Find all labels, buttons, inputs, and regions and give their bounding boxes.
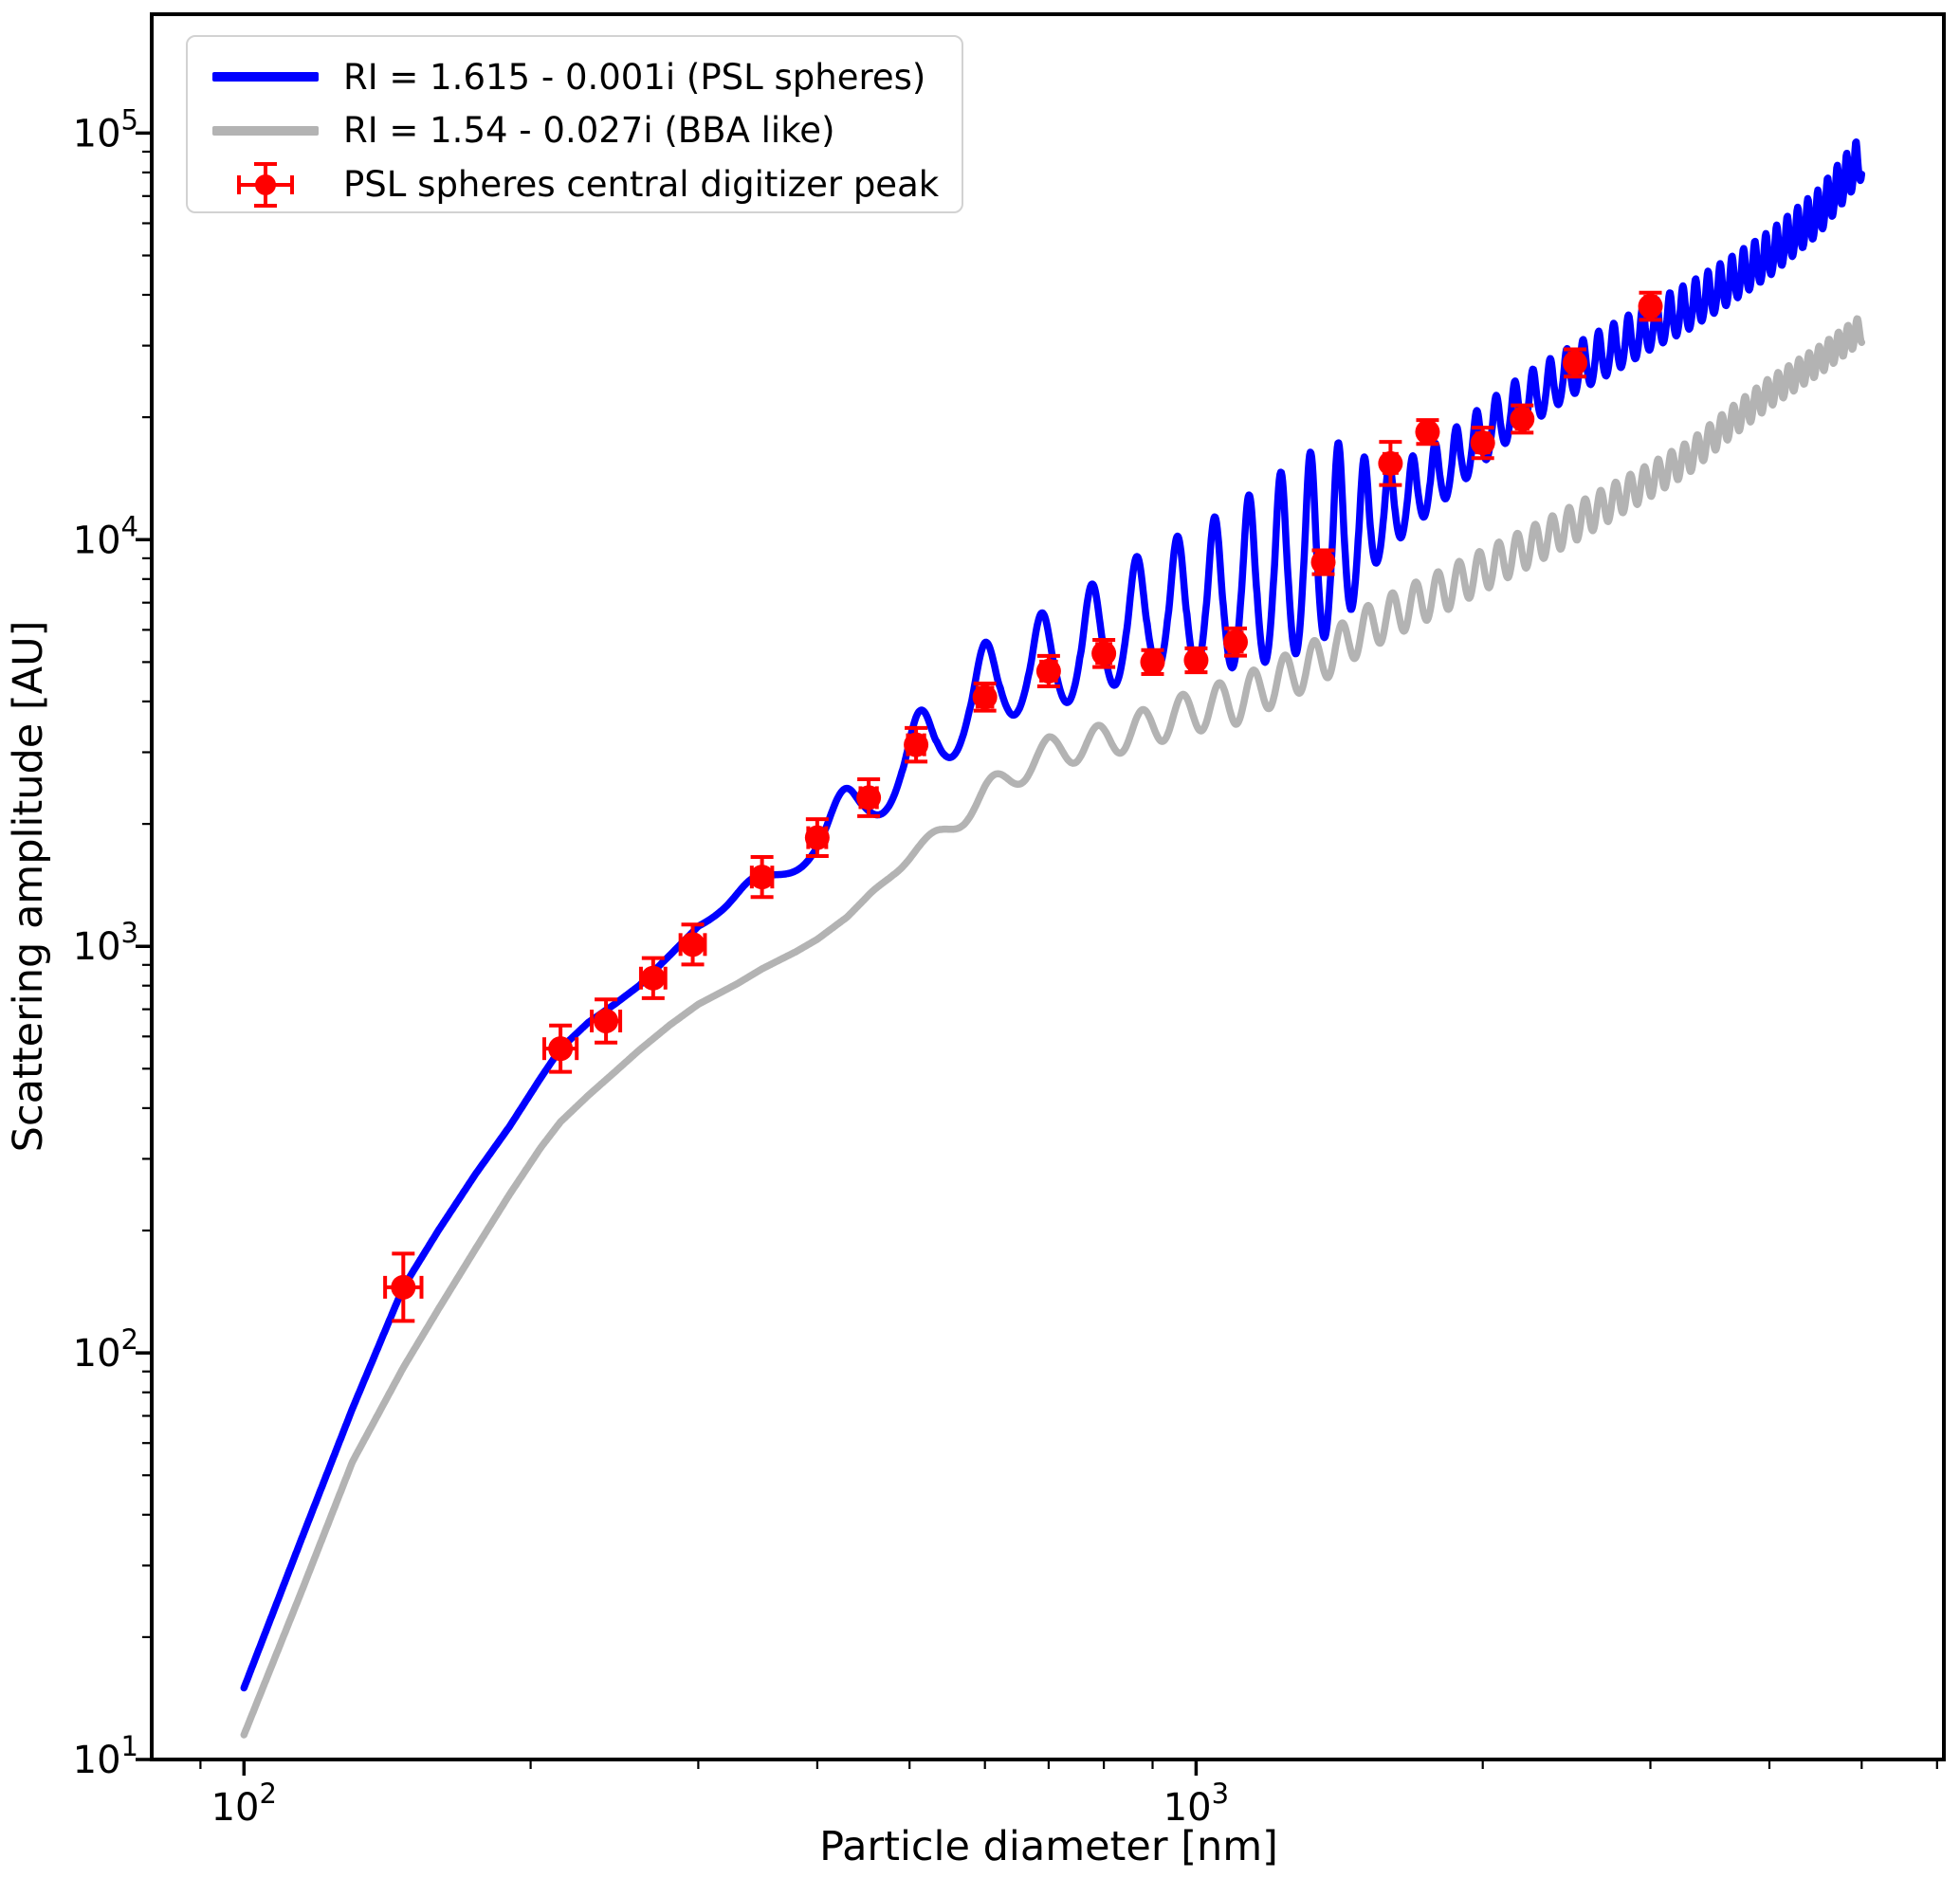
y-tick-label: 105 <box>73 103 138 155</box>
curves <box>240 137 1866 1739</box>
point-marker <box>391 1274 416 1300</box>
data-point <box>1415 418 1440 447</box>
data-point <box>904 725 929 764</box>
point-marker <box>1470 430 1495 456</box>
axis-ticks: 102 103 101 102 103 104 105 <box>73 103 1938 1830</box>
legend-label: PSL spheres central digitizer peak <box>343 164 940 206</box>
data-point <box>1378 440 1403 487</box>
data-point <box>383 1251 424 1323</box>
point-marker <box>1415 419 1440 445</box>
x-tick-label: 103 <box>1163 1778 1229 1830</box>
y-tick-label: 102 <box>73 1323 138 1376</box>
errorbar-points <box>383 290 1663 1323</box>
point-marker <box>1091 641 1117 666</box>
point-marker <box>1222 629 1248 655</box>
point-marker <box>1310 550 1336 575</box>
data-point <box>1563 347 1588 379</box>
point-marker <box>1140 649 1165 675</box>
data-point <box>638 956 668 1000</box>
axes-frame <box>150 12 1946 1761</box>
y-tick-label: 101 <box>73 1730 138 1782</box>
legend-label: RI = 1.615 - 0.001i (PSL spheres) <box>343 56 926 98</box>
y-axis-label: Scattering amplitude [AU] <box>5 621 52 1153</box>
data-point <box>1470 426 1495 461</box>
point-marker <box>640 965 666 991</box>
data-point <box>542 1023 579 1074</box>
data-point <box>1310 548 1336 576</box>
point-marker <box>1510 407 1535 432</box>
point-marker <box>1035 658 1061 684</box>
data-point <box>590 997 623 1045</box>
data-point <box>856 776 882 818</box>
data-point <box>1140 647 1165 676</box>
errorbar-marker-icon <box>212 158 319 211</box>
point-marker <box>1563 350 1588 375</box>
point-marker <box>594 1008 619 1033</box>
data-point <box>804 817 830 859</box>
data-point <box>1638 290 1663 322</box>
data-point <box>1183 646 1209 675</box>
data-point <box>1510 403 1535 435</box>
legend-item-bba-curve: RI = 1.54 - 0.027i (BBA like) <box>212 104 962 156</box>
bba-curve <box>240 315 1866 1739</box>
point-marker <box>680 932 705 957</box>
blue-line-swatch-icon <box>212 72 319 82</box>
y-tick-label: 103 <box>73 917 138 969</box>
point-marker <box>856 785 882 811</box>
legend-item-psl-curve: RI = 1.615 - 0.001i (PSL spheres) <box>212 51 962 103</box>
point-marker <box>1638 294 1663 319</box>
legend-label: RI = 1.54 - 0.027i (BBA like) <box>343 110 835 152</box>
y-tick-label: 104 <box>73 510 138 562</box>
x-tick-label: 102 <box>211 1778 277 1830</box>
gray-line-swatch-icon <box>212 125 319 136</box>
point-marker <box>1378 450 1403 476</box>
data-point <box>1091 637 1117 669</box>
point-marker <box>749 865 775 890</box>
data-point <box>749 855 775 900</box>
data-point <box>972 682 998 713</box>
x-axis-label: Particle diameter [nm] <box>819 1823 1278 1870</box>
point-marker <box>972 684 998 710</box>
psl-curve <box>240 137 1866 1692</box>
point-marker <box>804 825 830 850</box>
data-point <box>1035 653 1061 688</box>
legend: RI = 1.615 - 0.001i (PSL spheres) RI = 1… <box>186 35 963 213</box>
point-marker <box>1183 647 1209 673</box>
point-marker <box>548 1036 574 1062</box>
point-marker <box>904 732 929 757</box>
data-point <box>678 922 707 967</box>
legend-item-data-points: PSL spheres central digitizer peak <box>212 158 962 210</box>
data-point <box>1222 626 1248 658</box>
